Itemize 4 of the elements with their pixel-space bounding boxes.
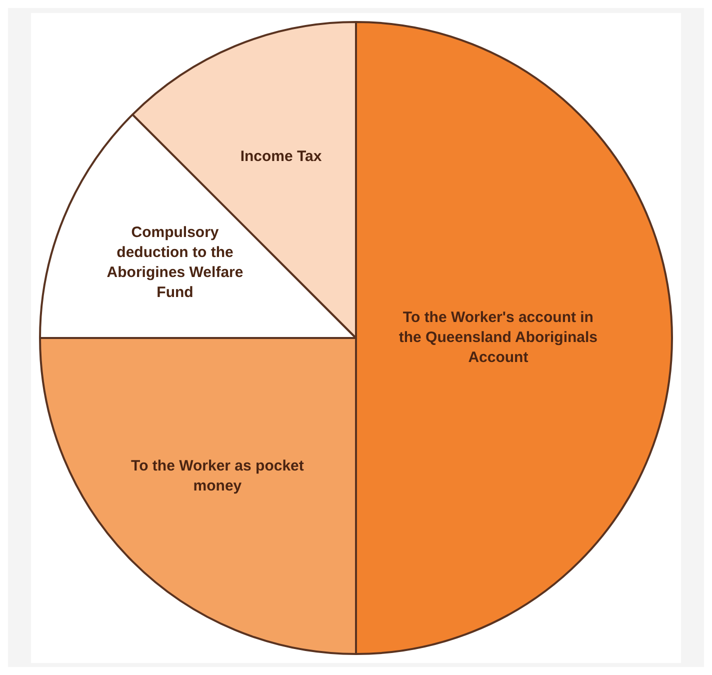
slice-label: To the Worker's account in the Queensland Aboriginals Account [398,308,598,366]
slice-label: Compulsory deduction to the Aborigines Welfare Fund [106,224,244,301]
slice-label: Income Tax [240,148,322,165]
slice-label: To the Worker as pocket money [131,457,304,494]
